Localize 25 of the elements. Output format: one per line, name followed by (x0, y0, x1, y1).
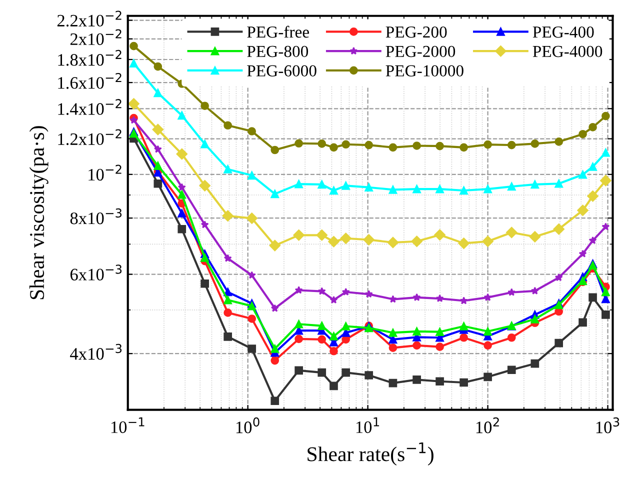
x-axis-title: Shear rate(s$^{−1}$) (308, 442, 434, 466)
legend-label: PEG-2000 (386, 46, 456, 58)
y-tick-label: 1.6x10$^{−2}$ (58, 72, 122, 89)
x-tick-label: 10$^{1}$ (356, 417, 380, 434)
legend-label: PEG-6000 (247, 65, 316, 76)
x-tick-label: 10$^{3}$ (596, 417, 620, 434)
y-tick-label: 8x10$^{−3}$ (70, 208, 122, 224)
legend-label: PEG-200 (386, 26, 447, 38)
legend-label: PEG-4000 (532, 46, 602, 58)
y-tick-label: 10$^{−2}$ (88, 164, 122, 181)
x-tick-label: 10$^{2}$ (476, 417, 499, 434)
legend-label: PEG-free (247, 26, 309, 38)
legend-label: PEG-400 (532, 26, 594, 38)
y-tick-label: 6x10$^{−3}$ (70, 264, 122, 280)
y-tick-label: 1.4x10$^{−2}$ (58, 99, 122, 115)
legend-label: PEG-800 (247, 46, 308, 58)
y-tick-label: 1.8x10$^{−2}$ (58, 50, 122, 66)
y-tick-label: 2x10$^{−2}$ (70, 29, 122, 46)
y-tick-label: 1.2x10$^{−2}$ (58, 129, 122, 146)
x-tick-label: 10$^{−1}$ (111, 417, 144, 434)
x-tick-label: 10$^{0}$ (236, 417, 260, 434)
y-tick-label: 2.2x10$^{−2}$ (57, 10, 122, 27)
y-axis-title: Shear viscosity(pa·s) (29, 126, 48, 300)
y-tick-label: 4x10$^{−3}$ (70, 344, 122, 360)
legend-label: PEG-10000 (386, 65, 464, 76)
